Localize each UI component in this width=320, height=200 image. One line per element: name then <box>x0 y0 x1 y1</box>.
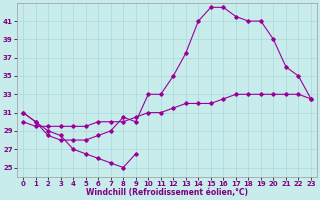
X-axis label: Windchill (Refroidissement éolien,°C): Windchill (Refroidissement éolien,°C) <box>86 188 248 197</box>
